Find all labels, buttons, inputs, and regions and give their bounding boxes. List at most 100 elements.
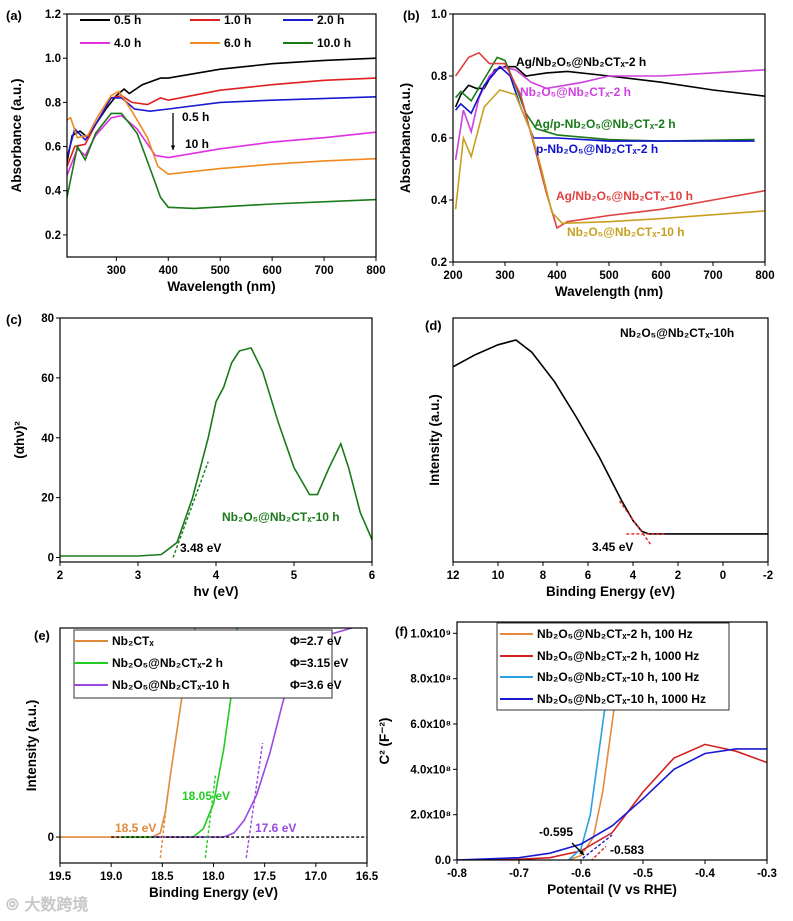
x-tick-label: 17.5 bbox=[253, 871, 276, 883]
annotation-label: 17.6 eV bbox=[255, 821, 296, 835]
x-tick-label: 16.5 bbox=[356, 871, 379, 883]
work-function-label: Φ=2.7 eV bbox=[290, 634, 342, 648]
panel-label: (f) bbox=[395, 624, 408, 639]
y-tick-label: 1.2 bbox=[45, 9, 61, 21]
panel-e: 19.5 19.0 18.5 18.0 17.5 17.0 16.5 0 Binding Ene… bbox=[24, 627, 379, 900]
series-line bbox=[67, 96, 376, 158]
x-tick-label: 2 bbox=[57, 570, 63, 582]
x-tick-label: 18.5 bbox=[151, 871, 174, 883]
legend-box bbox=[73, 629, 333, 699]
series-label: Ag/Nb₂O₅@Nb₂CTₓ-2 h bbox=[516, 55, 646, 69]
y-axis-title: Intensity (a.u.) bbox=[24, 700, 39, 792]
annotation-label: 3.48 eV bbox=[180, 541, 221, 555]
x-tick-label: -2 bbox=[763, 570, 773, 582]
fit-line bbox=[618, 500, 652, 546]
fit-line bbox=[590, 845, 607, 860]
x-tick-label: -0.8 bbox=[447, 868, 467, 880]
y-tick-label: 80 bbox=[41, 313, 54, 325]
series-line bbox=[67, 90, 376, 176]
annotation-label: 18.05 eV bbox=[182, 789, 230, 803]
series-label: Nb₂O₅@Nb₂CTₓ-10h bbox=[620, 326, 734, 340]
x-tick-label: 5 bbox=[291, 570, 298, 582]
plot-frame bbox=[452, 317, 769, 563]
x-tick-label: 400 bbox=[159, 265, 178, 277]
x-tick-label: 4 bbox=[213, 570, 220, 582]
legend-entry: Nb₂CTₓ Φ=2.7 eV bbox=[74, 634, 342, 648]
legend: 0.5 h 1.0 h 2.0 h 4.0 h 6.0 h 10.0 h bbox=[80, 13, 351, 50]
arrow-head-icon bbox=[170, 145, 176, 150]
y-tick-label: 0.0 bbox=[435, 855, 451, 867]
series-line bbox=[60, 346, 372, 557]
legend-label: 1.0 h bbox=[224, 13, 251, 27]
y-tick-label: 1.0 bbox=[431, 9, 447, 21]
panel-d: 12 10 8 6 4 2 0 -2 Binding Energy (eV) Intensity … bbox=[425, 317, 773, 599]
legend-entry: 6.0 h bbox=[190, 36, 251, 50]
x-tick-label: -0.4 bbox=[695, 868, 715, 880]
x-tick-label: 19.5 bbox=[49, 871, 72, 883]
legend-entry: 4.0 h bbox=[80, 36, 141, 50]
y-tick-label: 0.6 bbox=[431, 133, 447, 145]
series-line bbox=[67, 57, 376, 163]
legend-box bbox=[496, 622, 730, 711]
y-tick-label: 0.6 bbox=[45, 142, 61, 154]
series-line bbox=[454, 65, 765, 160]
panel-label: (a) bbox=[6, 8, 22, 23]
legend-entry: Nb₂O₅@Nb₂CTₓ-2 h Φ=3.15 eV bbox=[74, 656, 348, 670]
legend-label: 0.5 h bbox=[114, 13, 141, 27]
x-tick-label: 2 bbox=[675, 570, 681, 582]
panel-f: -0.8 -0.7 -0.6 -0.5 -0.4 -0.3 0.0 2.0x10⁸ 4.0x10… bbox=[377, 621, 777, 897]
y-tick-label: 0.2 bbox=[431, 257, 447, 269]
annotation-label: 3.45 eV bbox=[592, 540, 633, 554]
fit-line bbox=[172, 461, 209, 558]
panel-label: (c) bbox=[6, 312, 22, 327]
y-tick-label: 40 bbox=[41, 433, 54, 445]
y-axis-title: Absorbance (a.u.) bbox=[9, 78, 24, 192]
annotation-label: 10 h bbox=[185, 137, 209, 151]
work-function-label: Φ=3.6 eV bbox=[290, 678, 342, 692]
legend-label: Nb₂O₅@Nb₂CTₓ-2 h bbox=[112, 656, 223, 670]
plot-frame bbox=[456, 621, 768, 861]
annotation-label: 0.5 h bbox=[182, 110, 209, 124]
series-line bbox=[457, 748, 767, 860]
y-tick-label: 6.0x10⁸ bbox=[410, 719, 451, 731]
x-tick-label: 12 bbox=[447, 570, 460, 582]
legend-label: Nb₂O₅@Nb₂CTₓ-10 h, 1000 Hz bbox=[537, 692, 706, 706]
watermark-logo: ⦾ 大数跨境 bbox=[6, 895, 89, 914]
legend: Nb₂O₅@Nb₂CTₓ-2 h, 100 Hz Nb₂O₅@Nb₂CTₓ-2 h… bbox=[496, 622, 730, 711]
annotation-label: 18.5 eV bbox=[115, 821, 156, 835]
x-tick-label: 400 bbox=[547, 270, 566, 282]
series-label: Ag/p-Nb₂O₅@Nb₂CTₓ-2 h bbox=[534, 117, 676, 131]
series-line bbox=[454, 65, 765, 108]
x-tick-label: 500 bbox=[599, 270, 618, 282]
x-tick-label: -0.6 bbox=[571, 868, 591, 880]
x-tick-label: 17.0 bbox=[305, 871, 327, 883]
series-label: Nb₂O₅@Nb₂CTₓ-10 h bbox=[567, 225, 685, 239]
x-tick-label: 300 bbox=[495, 270, 514, 282]
legend-label: Nb₂O₅@Nb₂CTₓ-10 h bbox=[112, 678, 230, 692]
y-tick-label: 0.8 bbox=[45, 97, 62, 109]
x-tick-label: 800 bbox=[366, 265, 385, 277]
y-tick-label: 0.4 bbox=[45, 186, 62, 198]
plot-frame bbox=[59, 317, 373, 563]
x-tick-label: 300 bbox=[107, 265, 126, 277]
y-axis-title: Absorbance(a.u.) bbox=[398, 83, 413, 193]
x-tick-label: 4 bbox=[630, 570, 637, 582]
legend-label: 10.0 h bbox=[317, 36, 351, 50]
series-line bbox=[67, 112, 376, 210]
legend-label: 4.0 h bbox=[114, 36, 141, 50]
legend-label: 6.0 h bbox=[224, 36, 251, 50]
plot-frame bbox=[66, 13, 377, 258]
y-tick-label: 4.0x10⁸ bbox=[410, 764, 451, 776]
series-line bbox=[454, 51, 765, 230]
legend-entry: Nb₂O₅@Nb₂CTₓ-10 h, 100 Hz bbox=[500, 670, 699, 684]
series-line bbox=[454, 89, 765, 225]
y-tick-label: 20 bbox=[41, 493, 54, 505]
y-tick-label: 1.0x10⁹ bbox=[410, 628, 451, 640]
series-line bbox=[67, 77, 376, 167]
x-tick-label: 18.0 bbox=[202, 871, 224, 883]
x-tick-label: 6 bbox=[585, 570, 591, 582]
legend-label: Nb₂O₅@Nb₂CTₓ-10 h, 100 Hz bbox=[537, 670, 699, 684]
